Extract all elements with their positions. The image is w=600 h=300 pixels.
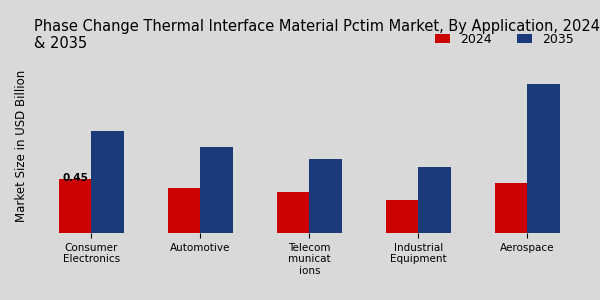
Bar: [494, 183, 527, 233]
Bar: [59, 179, 91, 233]
Y-axis label: Market Size in USD Billion: Market Size in USD Billion: [15, 70, 28, 222]
Bar: [277, 192, 309, 233]
Bar: [91, 131, 124, 233]
Legend: 2024, 2035: 2024, 2035: [430, 28, 579, 51]
Bar: [418, 167, 451, 233]
Bar: [309, 159, 342, 233]
Bar: [167, 188, 200, 233]
Text: 0.45: 0.45: [62, 173, 88, 183]
Bar: [527, 83, 560, 233]
Bar: [200, 147, 233, 233]
Text: Phase Change Thermal Interface Material Pctim Market, By Application, 2024
& 203: Phase Change Thermal Interface Material …: [34, 19, 599, 52]
Bar: [386, 200, 418, 233]
